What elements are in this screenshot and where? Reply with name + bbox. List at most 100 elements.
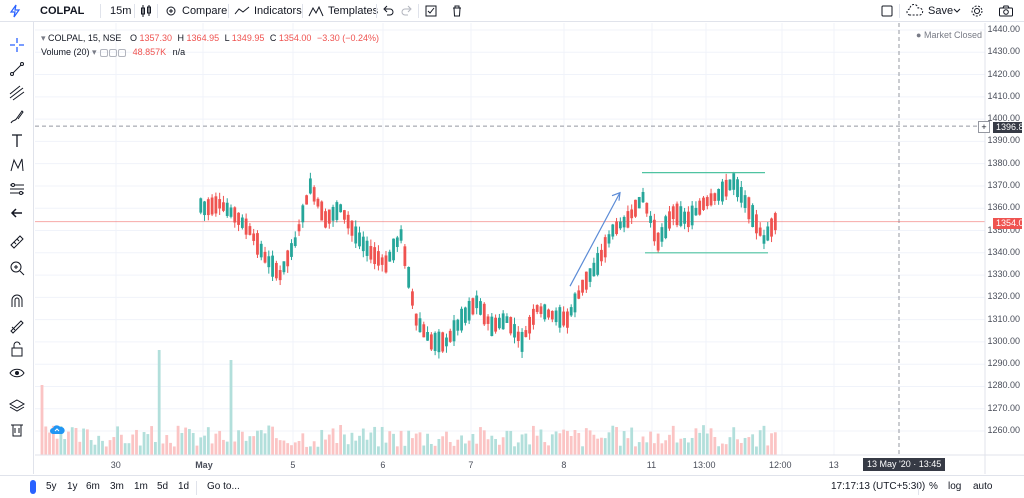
candle-body xyxy=(308,178,312,194)
trash-bin-icon[interactable] xyxy=(8,421,26,439)
candle-body xyxy=(320,201,324,221)
volume-bar xyxy=(331,428,335,455)
volume-bar xyxy=(392,433,395,455)
candle-body xyxy=(634,199,637,217)
indicators-button[interactable]: Indicators xyxy=(254,5,302,17)
volume-value: 48.857K xyxy=(132,47,167,57)
volume-bar xyxy=(649,431,652,455)
volume-bar xyxy=(282,440,286,455)
magnet-icon[interactable] xyxy=(8,292,26,310)
range-button-1y[interactable]: 1y xyxy=(67,481,78,492)
candle-body xyxy=(445,337,448,347)
candle-body xyxy=(539,306,543,314)
range-button-5d[interactable]: 5d xyxy=(157,481,169,492)
pattern-icon[interactable] xyxy=(8,156,26,174)
goto-button[interactable]: Go to... xyxy=(207,481,240,492)
volume-bar xyxy=(101,440,104,455)
dropdown-icon[interactable]: ▾ xyxy=(92,47,97,57)
camera-icon[interactable] xyxy=(998,0,1014,22)
price-tick-label: 1310.00 xyxy=(987,313,1020,324)
candle-body xyxy=(494,317,497,332)
range-button-5y[interactable]: 5y xyxy=(46,481,57,492)
volume-bar xyxy=(622,431,626,455)
remove-toggle-icon[interactable] xyxy=(118,48,127,57)
candle-type-icon[interactable] xyxy=(140,0,152,22)
symbol-search[interactable]: COLPAL xyxy=(40,5,85,17)
price-tick-label: 1420.00 xyxy=(987,68,1020,79)
open-value: 1357.30 xyxy=(139,33,173,43)
volume-bar xyxy=(573,429,577,455)
percent-toggle[interactable]: % xyxy=(929,481,938,492)
volume-bar xyxy=(252,436,256,455)
lightning-icon[interactable] xyxy=(8,0,22,22)
indicators-icon[interactable] xyxy=(234,0,250,22)
fullscreen-icon[interactable] xyxy=(880,0,894,22)
candle-body xyxy=(327,209,331,224)
save-button[interactable]: Save xyxy=(928,5,954,17)
clock[interactable]: 17:17:13 (UTC+5:30) xyxy=(831,481,926,492)
volume-bar xyxy=(694,428,698,455)
crosshair-icon[interactable] xyxy=(8,36,26,54)
arrow-left-icon[interactable] xyxy=(8,204,26,222)
volume-bar xyxy=(615,427,618,455)
undo-icon[interactable] xyxy=(382,0,394,22)
templates-button[interactable]: Templates xyxy=(328,5,379,17)
candle-body xyxy=(346,214,350,229)
candle-body xyxy=(373,247,377,265)
redo-icon[interactable] xyxy=(401,0,413,22)
candle-body xyxy=(645,202,649,214)
volume-bar xyxy=(690,437,694,455)
volume-bar xyxy=(131,434,135,455)
candle-body xyxy=(611,224,615,237)
range-button-1m[interactable]: 1m xyxy=(134,481,148,492)
auto-toggle[interactable]: auto xyxy=(973,481,993,492)
volume-bar xyxy=(728,437,732,455)
drawings[interactable] xyxy=(569,171,768,287)
candle-body xyxy=(206,199,210,216)
eye-toggle-icon[interactable] xyxy=(100,48,109,57)
stay-in-drawing-icon[interactable] xyxy=(8,316,26,334)
zoom-in-icon[interactable] xyxy=(8,259,26,277)
range-button-6m[interactable]: 6m xyxy=(86,481,100,492)
candle-body xyxy=(282,261,286,273)
volume-bar xyxy=(547,445,550,455)
range-button-1d[interactable]: 1d xyxy=(178,481,190,492)
collapse-arrow-icon[interactable]: ▾ xyxy=(41,33,46,43)
gear-icon[interactable] xyxy=(970,0,984,22)
cloud-save-icon[interactable] xyxy=(906,0,924,22)
measure-icon[interactable] xyxy=(8,180,26,198)
brush-icon[interactable] xyxy=(8,108,26,126)
checkbox-icon[interactable] xyxy=(424,0,438,22)
compare-icon[interactable] xyxy=(163,0,179,22)
trendline-icon[interactable] xyxy=(8,60,26,78)
settings-toggle-icon[interactable] xyxy=(109,48,118,57)
volume-bar xyxy=(274,438,278,455)
crosshair-plus-icon[interactable]: + xyxy=(978,121,990,133)
log-toggle[interactable]: log xyxy=(948,481,962,492)
trend-arrow[interactable] xyxy=(569,192,621,287)
candle-body xyxy=(724,179,728,197)
range-button-3m[interactable]: 3m xyxy=(110,481,124,492)
chevron-down-icon[interactable] xyxy=(953,0,961,22)
layers-icon[interactable] xyxy=(8,397,26,415)
interval-button[interactable]: 15m xyxy=(110,5,132,17)
templates-icon[interactable] xyxy=(308,0,324,22)
price-tick-label: 1340.00 xyxy=(987,246,1020,257)
candle-body xyxy=(377,251,380,266)
eye-icon[interactable] xyxy=(8,364,26,382)
trash-icon[interactable] xyxy=(450,0,464,22)
ruler-icon[interactable] xyxy=(8,233,26,251)
candle-body xyxy=(380,257,384,265)
ideas-cloud-icon[interactable] xyxy=(49,424,65,439)
volume-bar xyxy=(85,429,89,455)
text-tool-icon[interactable] xyxy=(8,132,26,150)
lock-icon[interactable] xyxy=(8,340,26,358)
compare-button[interactable]: Compare xyxy=(182,5,228,17)
volume-bar xyxy=(626,438,630,455)
last-price: 1354.00 xyxy=(996,218,1024,228)
arrow-head xyxy=(611,191,621,201)
candle-body xyxy=(717,188,721,201)
pitchfork-icon[interactable] xyxy=(8,84,26,102)
expand-handle[interactable] xyxy=(30,480,36,494)
